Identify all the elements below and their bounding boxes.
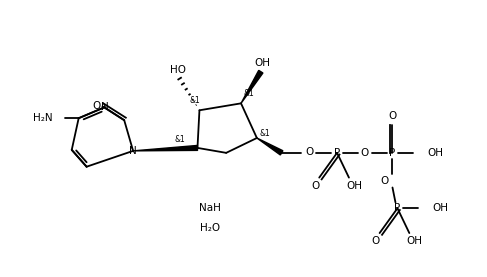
Text: NaH: NaH (199, 203, 221, 213)
Text: OH: OH (346, 181, 362, 191)
Text: O: O (311, 181, 319, 191)
Text: OH: OH (406, 236, 422, 246)
Text: &1: &1 (175, 135, 186, 145)
Text: HO: HO (169, 65, 186, 75)
Text: OH: OH (432, 203, 448, 213)
Text: H₂O: H₂O (200, 223, 221, 233)
Text: OH: OH (255, 58, 271, 68)
Text: OH: OH (427, 148, 443, 158)
Text: P: P (390, 148, 395, 158)
Polygon shape (241, 70, 263, 103)
Polygon shape (133, 145, 198, 151)
Text: N: N (100, 102, 108, 112)
Text: N: N (129, 146, 137, 156)
Text: O: O (361, 148, 369, 158)
Text: O: O (93, 101, 101, 111)
Polygon shape (257, 138, 283, 155)
Text: &1: &1 (260, 129, 270, 138)
Text: O: O (380, 176, 389, 186)
Text: P: P (394, 203, 401, 213)
Text: &1: &1 (189, 96, 200, 105)
Text: P: P (334, 148, 340, 158)
Text: &1: &1 (244, 89, 254, 98)
Text: O: O (372, 236, 380, 246)
Text: H₂N: H₂N (33, 113, 53, 123)
Text: O: O (305, 147, 314, 157)
Text: O: O (388, 111, 396, 121)
